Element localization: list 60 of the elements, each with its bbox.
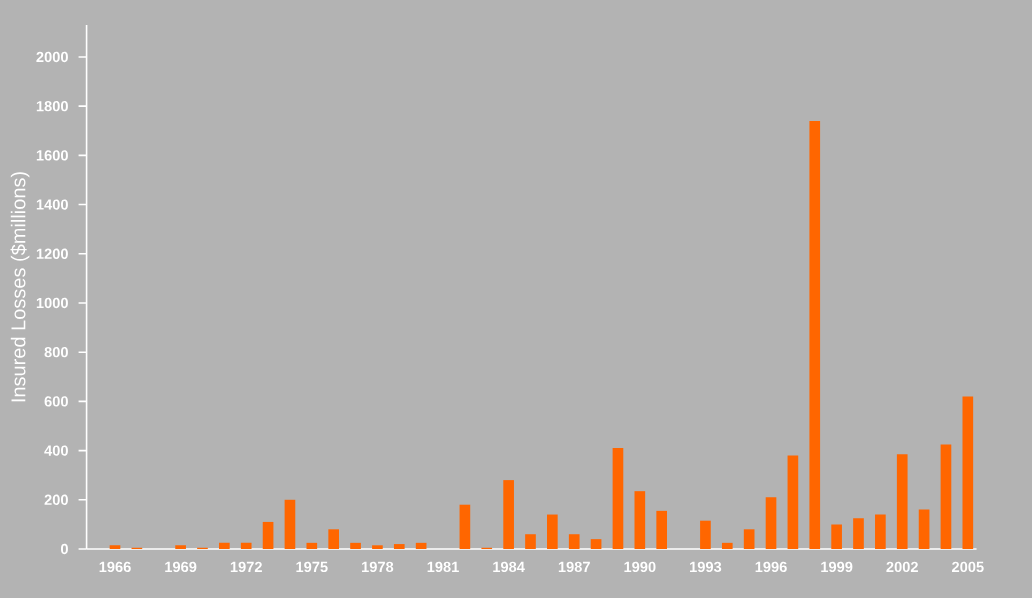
- bar: [372, 545, 383, 549]
- bar: [306, 542, 318, 549]
- y-tick-label: 1800: [36, 100, 68, 112]
- bar: [853, 518, 864, 549]
- x-tick-label: 1975: [296, 561, 328, 573]
- bar: [393, 544, 405, 549]
- y-tick-label: 400: [44, 445, 68, 456]
- x-tick-label: 1972: [230, 561, 262, 573]
- bar: [765, 497, 777, 549]
- bar: [240, 542, 252, 549]
- bar: [175, 545, 186, 549]
- bar: [962, 396, 974, 549]
- bar: [612, 448, 624, 549]
- y-tick-label: 2000: [36, 51, 68, 63]
- bar: [219, 542, 230, 549]
- y-tick-label: 200: [44, 494, 68, 505]
- bar: [896, 454, 908, 549]
- x-tick-label: 1987: [558, 561, 590, 573]
- bar: [656, 510, 668, 549]
- bar: [809, 120, 821, 549]
- bar: [918, 509, 930, 549]
- y-tick-label: 800: [44, 347, 68, 358]
- bar: [831, 524, 842, 549]
- bar: [547, 514, 558, 549]
- bar: [525, 534, 536, 549]
- y-tick-label: 0: [60, 543, 68, 555]
- y-tick-label: 600: [44, 396, 68, 407]
- bar: [459, 504, 471, 549]
- bar: [634, 491, 646, 549]
- bar: [284, 499, 296, 549]
- bar: [590, 539, 602, 549]
- x-tick-label: 2005: [952, 561, 984, 573]
- x-tick-label: 1996: [755, 561, 787, 573]
- x-tick-label: 1969: [165, 561, 197, 573]
- bar: [109, 545, 121, 549]
- y-axis-title: Insured Losses ($millions): [10, 172, 30, 402]
- x-tick-label: 2002: [886, 561, 918, 573]
- x-tick-label: 1990: [624, 561, 656, 573]
- bar: [415, 542, 427, 549]
- x-tick-label: 1966: [99, 561, 131, 573]
- bar: [875, 514, 886, 549]
- x-tick-label: 1993: [690, 561, 722, 573]
- bar: [262, 521, 274, 549]
- x-tick-label: 1978: [362, 561, 394, 573]
- y-tick-label: 1200: [36, 248, 68, 259]
- y-tick-label: 1400: [36, 199, 68, 210]
- bar: [787, 455, 799, 549]
- bar: [743, 529, 755, 549]
- x-tick-label: 1999: [821, 561, 853, 573]
- bar: [568, 534, 580, 549]
- bar: [503, 480, 514, 549]
- bar: [700, 520, 711, 549]
- y-tick-label: 1000: [36, 297, 68, 309]
- x-tick-label: 1981: [427, 561, 459, 573]
- x-tick-label: 1984: [493, 561, 525, 573]
- bar: [328, 529, 340, 549]
- bar: [721, 542, 733, 549]
- bar: [940, 444, 952, 549]
- bar: [350, 542, 361, 549]
- y-tick-label: 1600: [36, 150, 68, 161]
